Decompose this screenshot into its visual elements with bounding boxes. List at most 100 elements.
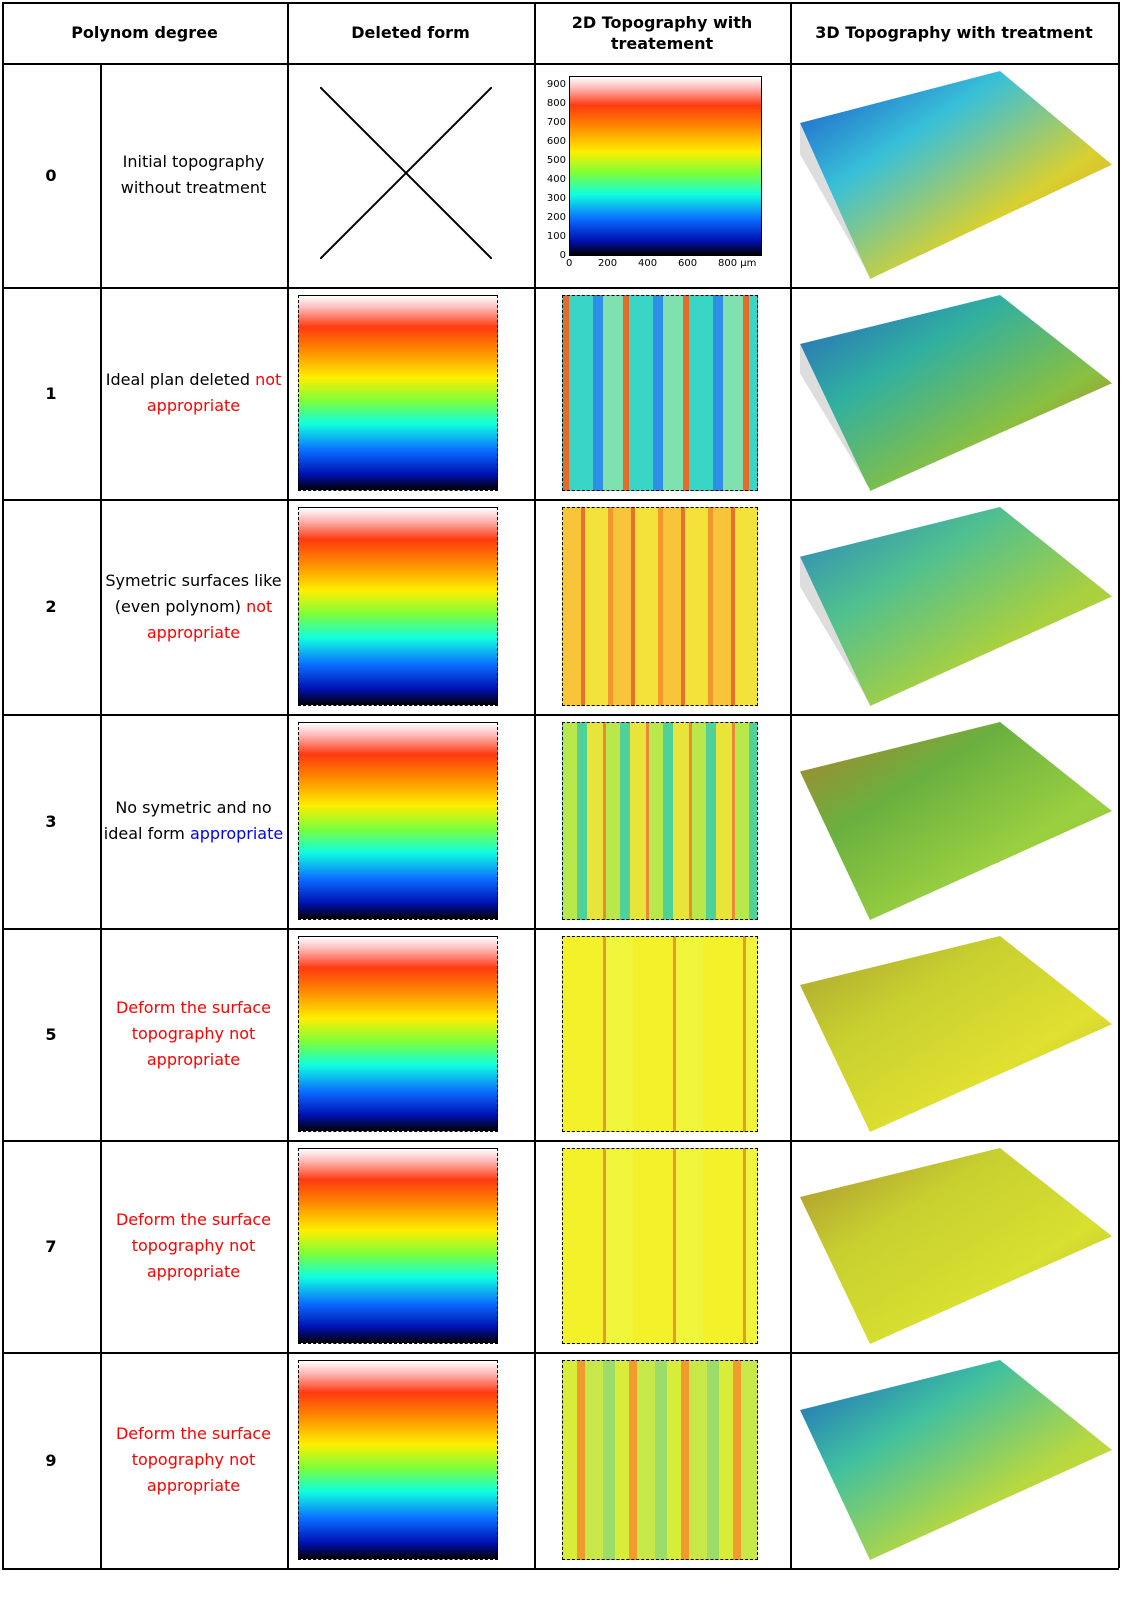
description-cell: Deform the surface topography not approp… (100, 1352, 287, 1568)
description-cell: Symetric surfaces like (even polynom) no… (100, 499, 287, 714)
table-rule (2, 1568, 1119, 1570)
description-part: not appropriate (146, 596, 273, 642)
header-text: Polynom degree (71, 23, 218, 42)
degree: 3 (45, 811, 57, 831)
axis-label: 200 (598, 258, 618, 269)
description-cell: Deform the surface topography not approp… (100, 1140, 287, 1352)
table-rule (2, 2, 4, 1568)
axis-label: 400 (638, 258, 658, 269)
description-part: Symetric surfaces like (even polynom) (105, 570, 282, 616)
table-rule (2, 2, 1119, 4)
degree: 5 (45, 1024, 57, 1044)
header-cell: 2D Topography with treatement (534, 2, 790, 63)
description: Deform the surface topography not approp… (102, 995, 285, 1073)
description-part: No symetric and no ideal form (103, 798, 272, 843)
degree: 2 (45, 597, 57, 616)
surface (800, 722, 1112, 920)
surface (800, 1360, 1112, 1560)
axis-label: 0 (559, 250, 566, 261)
header-cell: 3D Topography with treatment (790, 2, 1118, 63)
degree-cell: 2 (2, 499, 100, 714)
3d-topography-image (800, 71, 1112, 279)
axis-label: 800 µm (718, 258, 757, 269)
cross (319, 86, 493, 260)
description: Symetric surfaces like (even polynom) no… (102, 568, 285, 646)
description: Deform the surface topography not approp… (102, 1207, 285, 1285)
degree-cell: 7 (2, 1140, 100, 1352)
deleted-form-image (298, 722, 498, 920)
axis-label: 600 (678, 258, 698, 269)
table-rule (790, 2, 792, 1568)
degree-cell: 5 (2, 928, 100, 1140)
table-rule (2, 1140, 1119, 1142)
surface (800, 936, 1112, 1132)
axis-label: 400 (546, 174, 566, 186)
axis-label: 900 (546, 79, 566, 91)
description: Initial topography without treatment (102, 149, 285, 201)
description: Ideal plan deleted not appropriate (102, 367, 285, 419)
deleted-form-image (298, 295, 498, 491)
3d-topography-image (800, 1360, 1112, 1560)
degree-cell: 1 (2, 287, 100, 499)
axis-label: 700 (546, 117, 566, 129)
description-part: Ideal plan deleted (105, 370, 256, 389)
surface (800, 507, 1112, 706)
table-rule (2, 499, 1119, 501)
axis-label: 200 (546, 212, 566, 224)
axis-label: 300 (546, 193, 566, 205)
degree-cell: 0 (2, 63, 100, 287)
surface (800, 71, 1112, 279)
description-part: Deform the surface topography not approp… (115, 998, 272, 1069)
description-part: Initial topography without treatment (120, 152, 267, 197)
2d-topography-image (569, 76, 762, 256)
table-rule (1118, 2, 1120, 1568)
degree: 7 (45, 1236, 57, 1256)
2d-topography-image (562, 936, 758, 1132)
2d-topography-image (562, 295, 758, 491)
header-text: 3D Topography with treatment (815, 23, 1093, 42)
description-part: appropriate (189, 824, 284, 843)
3d-topography-image (800, 295, 1112, 491)
header-text: 2D Topography with treatement (571, 12, 753, 53)
description: No symetric and no ideal form appropriat… (102, 795, 285, 847)
description-cell: Initial topography without treatment (100, 63, 287, 287)
deleted-form-none (319, 86, 493, 260)
deleted-form-image (298, 1360, 498, 1560)
axis-label: 800 (546, 98, 566, 110)
degree: 1 (45, 383, 57, 403)
degree-cell: 9 (2, 1352, 100, 1568)
table-rule (100, 63, 102, 1568)
axis-label: 100 (546, 231, 566, 243)
degree: 0 (45, 165, 57, 185)
description-cell: Deform the surface topography not approp… (100, 928, 287, 1140)
2d-topography-image (562, 1360, 758, 1560)
table-rule (2, 63, 1119, 65)
description-cell: No symetric and no ideal form appropriat… (100, 714, 287, 928)
surface (800, 1148, 1112, 1344)
axis-label: 0 (566, 258, 573, 269)
header-text: Deleted form (351, 23, 470, 42)
3d-topography-image (800, 936, 1112, 1132)
table-rule (2, 287, 1119, 289)
degree-cell: 3 (2, 714, 100, 928)
2d-topography-image (562, 507, 758, 706)
description: Deform the surface topography not approp… (102, 1421, 285, 1499)
table-rule (2, 714, 1119, 716)
axis-label: 500 (546, 155, 566, 167)
deleted-form-image (298, 936, 498, 1132)
surface (800, 295, 1112, 491)
2d-topography-image (562, 722, 758, 920)
header-cell: Deleted form (287, 2, 534, 63)
description-part: Deform the surface topography not approp… (115, 1424, 272, 1495)
2d-topography-image (562, 1148, 758, 1344)
deleted-form-image (298, 1148, 498, 1344)
degree: 9 (45, 1450, 57, 1470)
description-part: Deform the surface topography not approp… (115, 1210, 272, 1281)
table-rule (534, 2, 536, 1568)
table-rule (2, 1352, 1119, 1354)
description-cell: Ideal plan deleted not appropriate (100, 287, 287, 499)
3d-topography-image (800, 722, 1112, 920)
table-rule (2, 928, 1119, 930)
axis-label: 600 (546, 136, 566, 148)
